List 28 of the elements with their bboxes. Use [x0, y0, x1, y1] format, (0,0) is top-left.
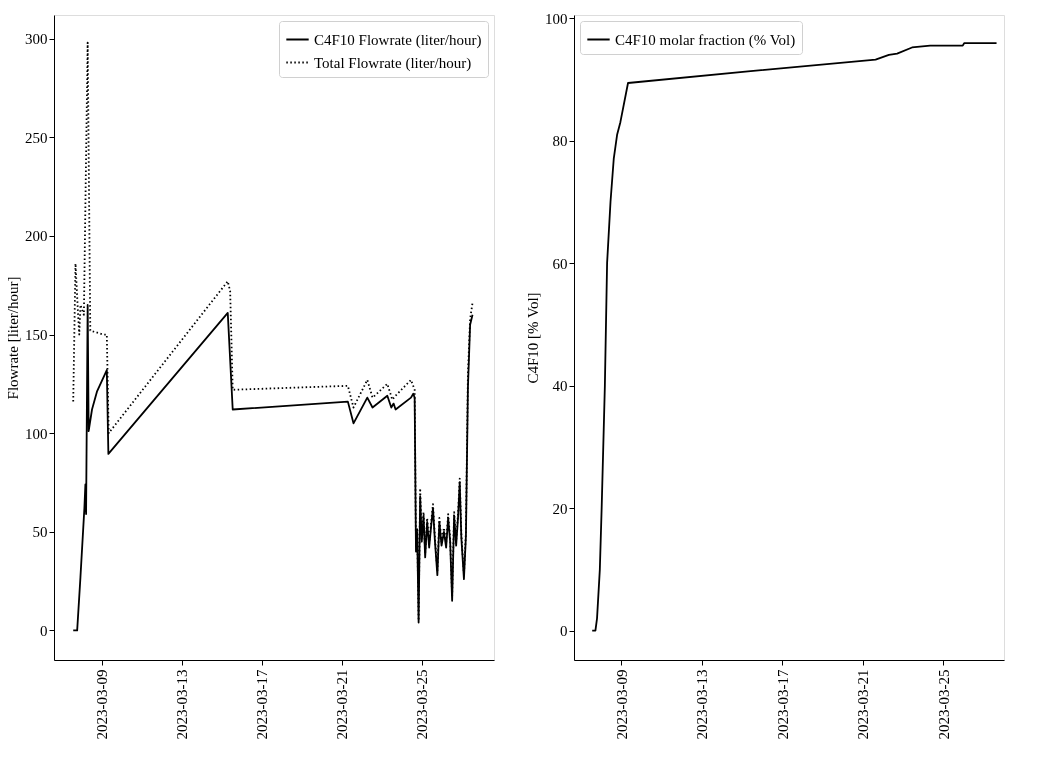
- legend-label: C4F10 Flowrate (liter/hour): [314, 31, 482, 49]
- x-tick-label: 2023-03-25: [414, 669, 431, 740]
- x-tick-label: 2023-03-09: [613, 669, 630, 740]
- x-tick-label: 2023-03-25: [935, 669, 952, 740]
- y-tick-label: 150: [25, 327, 48, 344]
- x-tick-label: 2023-03-13: [174, 669, 191, 740]
- x-tick-label: 2023-03-21: [334, 669, 351, 740]
- y-tick-label: 40: [552, 378, 568, 395]
- x-tick-label: 2023-03-17: [254, 669, 271, 740]
- x-tick-label: 2023-03-21: [855, 669, 872, 740]
- y-tick-label: 50: [32, 524, 48, 541]
- x-tick-label: 2023-03-09: [94, 669, 111, 740]
- y-tick-label: 0: [560, 623, 568, 640]
- y-axis-title: C4F10 [% Vol]: [525, 292, 541, 384]
- legend-label: C4F10 molar fraction (% Vol): [615, 31, 796, 49]
- y-tick-label: 0: [40, 622, 48, 639]
- y-tick-label: 250: [25, 129, 48, 146]
- y-tick-label: 200: [25, 228, 48, 245]
- x-tick-label: 2023-03-13: [694, 669, 711, 740]
- y-tick-label: 100: [25, 425, 48, 442]
- x-tick-label: 2023-03-17: [774, 669, 791, 740]
- y-tick-label: 300: [25, 31, 48, 48]
- y-axis-title: Flowrate [liter/hour]: [5, 276, 21, 400]
- y-tick-label: 100: [545, 10, 568, 27]
- legend-label: Total Flowrate (liter/hour): [314, 54, 472, 72]
- y-tick-label: 20: [552, 500, 568, 517]
- y-tick-label: 80: [552, 133, 568, 150]
- y-tick-label: 60: [552, 255, 568, 272]
